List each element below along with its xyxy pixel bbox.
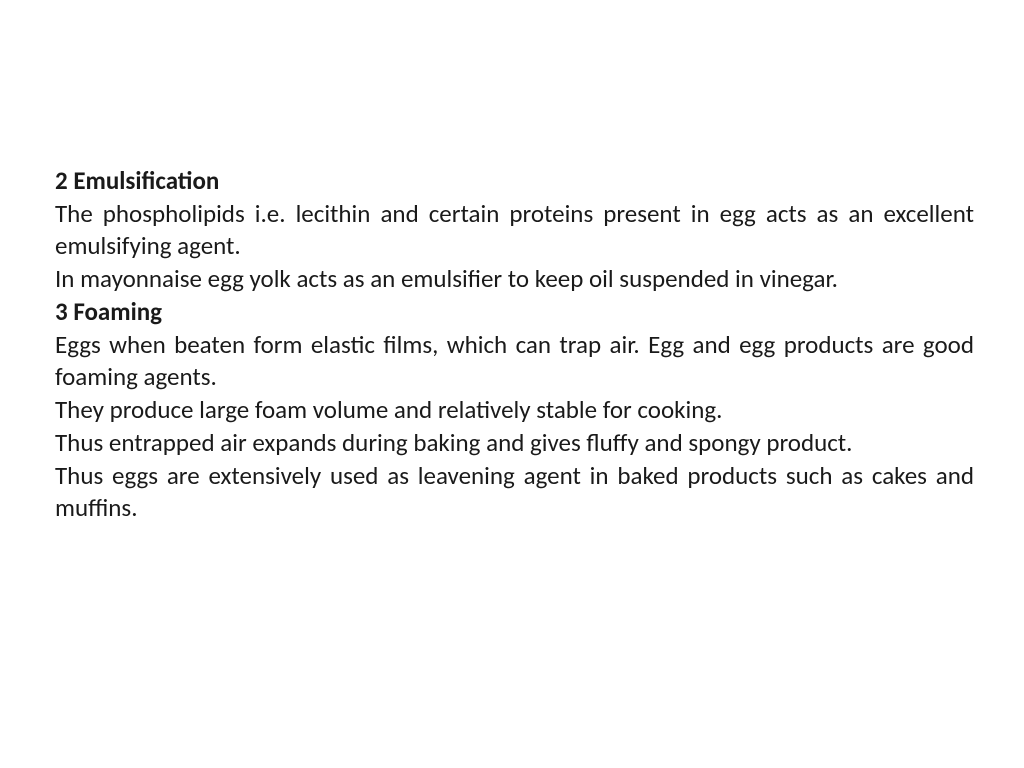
body-text: The phospholipids i.e. lecithin and cert… — [55, 198, 974, 261]
body-text: In mayonnaise egg yolk acts as an emulsi… — [55, 263, 974, 294]
slide-content: 2 Emulsification The phospholipids i.e. … — [55, 165, 974, 523]
body-text: Thus eggs are extensively used as leaven… — [55, 460, 974, 523]
body-text: They produce large foam volume and relat… — [55, 394, 974, 425]
body-text: Thus entrapped air expands during baking… — [55, 427, 974, 458]
section-heading-foaming: 3 Foaming — [55, 296, 974, 327]
section-heading-emulsification: 2 Emulsification — [55, 165, 974, 196]
body-text: Eggs when beaten form elastic films, whi… — [55, 329, 974, 392]
